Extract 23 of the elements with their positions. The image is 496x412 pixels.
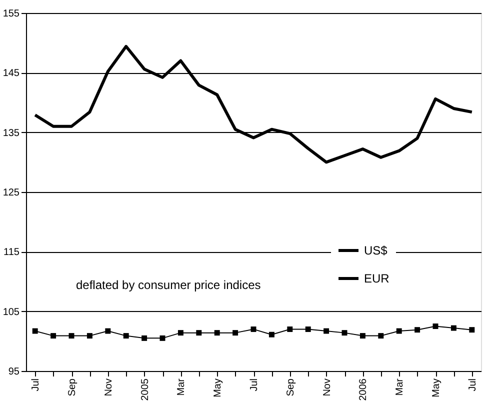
y-tick-label: 115	[4, 247, 20, 258]
x-tick-label: Nov	[103, 378, 114, 396]
x-tick-label: Sep	[285, 378, 296, 396]
x-tick-label: Jul	[467, 378, 478, 392]
y-tick-label: 105	[2, 306, 20, 318]
x-tick-label: May	[431, 378, 442, 398]
x-tick-label: Mar	[394, 378, 406, 396]
x-tick-label: Jul	[30, 378, 42, 392]
y-tick-label: 135	[2, 128, 20, 139]
x-tick-label: 2006	[358, 378, 370, 401]
y-tick-label: 95	[8, 366, 20, 378]
annotation: deflated by consumer price indices	[76, 278, 261, 292]
x-tick-label: Jul	[249, 378, 260, 392]
x-tick-label: 2005	[140, 378, 151, 401]
x-tick-label: May	[212, 378, 224, 398]
legend-label: US$	[364, 244, 388, 258]
y-tick-label: 125	[2, 188, 20, 198]
x-tick-label: Mar	[176, 378, 188, 396]
x-tick-label: Sep	[67, 378, 78, 396]
legend-label: EUR	[364, 272, 390, 286]
y-tick-label: 155	[2, 8, 20, 20]
x-tick-label: Nov	[322, 378, 333, 396]
y-tick-label: 145	[2, 68, 20, 80]
